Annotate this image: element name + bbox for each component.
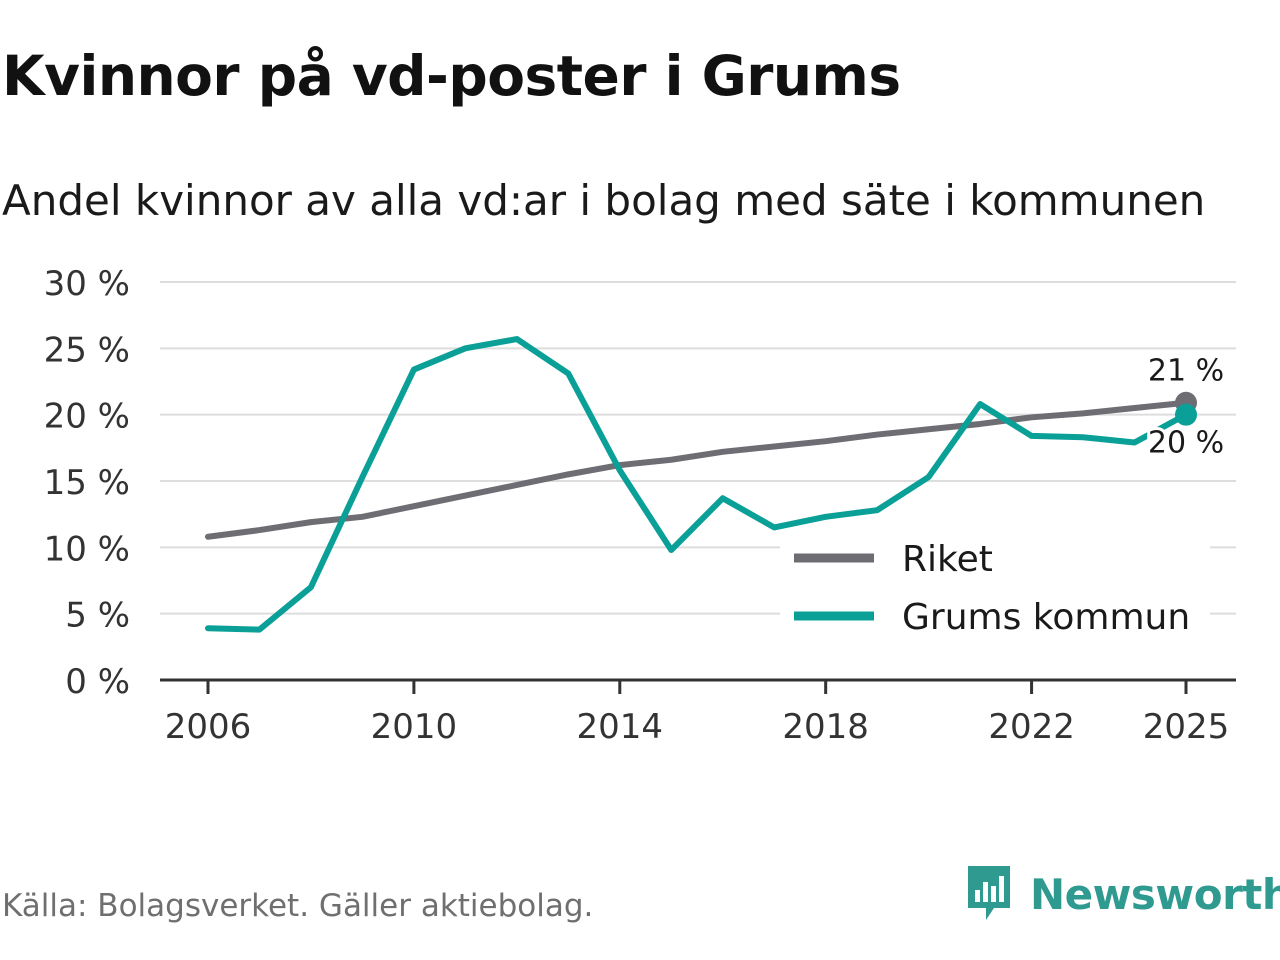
grums-kommun-line (205, 336, 1189, 633)
y-tick-label: 25 % (44, 330, 130, 370)
x-tick-label: 2022 (988, 707, 1075, 747)
grums-kommun-line-end-marker (1175, 403, 1197, 426)
y-tick-label: 15 % (44, 463, 130, 503)
y-axis-ticks: 0 % 5 % 10 % 15 % 20 % 25 % 30 % (44, 264, 130, 702)
source-note: Källa: Bolagsverket. Gäller aktiebolag. (2, 888, 594, 924)
legend-label: Grums kommun (902, 597, 1190, 638)
y-tick-label: 10 % (44, 529, 130, 569)
x-tick-label: 2014 (577, 707, 664, 747)
grums-kommun-line-end-label: 20 % (1148, 426, 1224, 461)
brand-logo: Newsworthy (964, 862, 1280, 926)
riket-line-end-label: 21 % (1148, 354, 1224, 389)
x-axis: 2006 2010 2014 2018 2022 2025 (160, 678, 1236, 747)
x-tick-label: 2010 (371, 707, 458, 747)
y-tick-label: 20 % (44, 397, 130, 437)
end-labels: 21 % 20 % (1145, 351, 1227, 464)
chart-subtitle: Andel kvinnor av alla vd:ar i bolag med … (2, 176, 1206, 225)
y-tick-label: 30 % (44, 264, 130, 304)
series-lines (205, 336, 1189, 633)
x-tick-label: 2025 (1143, 707, 1230, 747)
brand-name: Newsworthy (1030, 869, 1280, 919)
y-tick-label: 0 % (65, 662, 130, 702)
legend: Riket Grums kommun (780, 532, 1210, 642)
x-tick-label: 2006 (165, 707, 252, 747)
chart-title: Kvinnor på vd-poster i Grums (2, 44, 901, 108)
y-tick-label: 5 % (65, 596, 130, 636)
legend-label: Riket (902, 539, 993, 580)
newsworthy-logo-icon (968, 866, 1010, 920)
riket-line (205, 399, 1189, 540)
x-tick-label: 2018 (782, 707, 869, 747)
